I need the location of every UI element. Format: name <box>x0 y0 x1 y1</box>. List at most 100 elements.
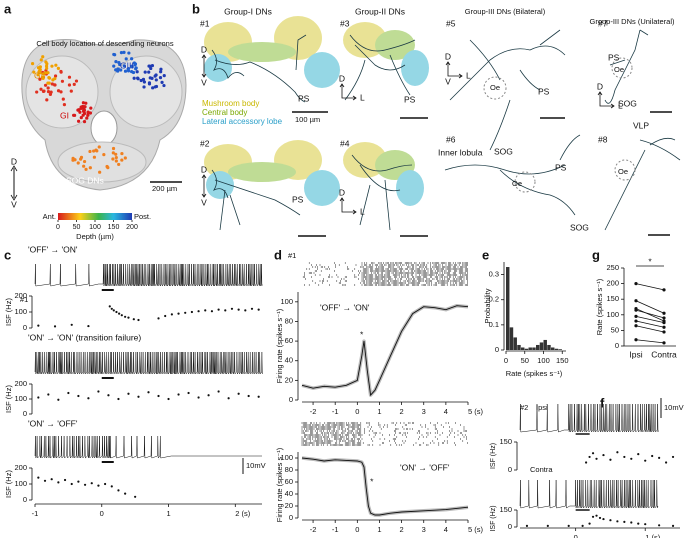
isf-point <box>50 478 53 481</box>
axis-dir: L <box>618 100 623 110</box>
isf-point <box>67 391 70 395</box>
x-tick-label: 3 <box>422 407 426 416</box>
cell-body <box>111 146 116 151</box>
contra-point <box>662 311 666 315</box>
cell-body <box>135 70 139 74</box>
cell-body <box>36 66 41 70</box>
cell-body <box>74 79 79 83</box>
isf-point <box>609 458 612 461</box>
region-label: Oe <box>512 179 522 188</box>
y-tick-label: 40 <box>285 489 293 498</box>
isf-point <box>132 318 135 321</box>
group-label: GIII <box>120 60 134 70</box>
cell-body <box>92 155 96 159</box>
cell-body <box>123 156 127 160</box>
cell-body <box>88 166 92 170</box>
panel-letter: d <box>274 247 282 262</box>
ipsi-point <box>634 338 638 342</box>
isf-point <box>110 485 113 488</box>
hist-bar <box>551 347 555 350</box>
isf-label: ISF (Hz) <box>490 505 497 531</box>
isf-point <box>97 390 100 393</box>
cell-body <box>41 55 45 59</box>
x-tick-label: -2 <box>310 407 317 416</box>
axis-arrow <box>445 61 463 79</box>
cell-body <box>111 151 115 155</box>
isf-point <box>671 455 675 459</box>
axis-arrow <box>597 91 615 109</box>
neuron-id: #2 <box>520 403 528 412</box>
axis-dir: D <box>445 51 451 61</box>
hist-bar <box>524 348 529 350</box>
axis-dir: D <box>597 81 603 91</box>
cell-body <box>72 113 76 117</box>
isf-point <box>247 394 250 398</box>
panel-a: a Cell body location of descending neuro… <box>4 1 187 241</box>
group-label: GI <box>60 110 69 120</box>
cell-body <box>126 67 130 71</box>
y-tick-label: 0 <box>23 409 27 418</box>
colorbar <box>58 213 132 220</box>
cell-body <box>56 66 60 70</box>
axis-dir: L <box>360 206 365 216</box>
cell-body <box>88 111 93 115</box>
legend-entry: Mushroom body <box>202 99 259 108</box>
significance: * <box>360 329 364 339</box>
cell-body <box>79 106 83 110</box>
isf-point <box>77 480 80 483</box>
isf-point <box>157 394 160 398</box>
y-tick-label: 150 <box>606 294 619 303</box>
rate-line <box>301 457 469 516</box>
x-tick-label: 100 <box>537 356 550 365</box>
isf-point <box>77 394 80 398</box>
cell-body <box>46 71 50 75</box>
axis-dir: V <box>201 77 207 87</box>
cell-body <box>89 106 93 110</box>
neuron-id: #6 <box>446 134 456 144</box>
y-tick-label: 80 <box>285 465 293 474</box>
isf-point <box>90 482 93 485</box>
cell-body <box>46 90 51 94</box>
isf-point <box>567 524 570 527</box>
isf-point <box>37 476 40 479</box>
voltage-trace <box>34 263 263 287</box>
isf-point <box>117 397 120 401</box>
cell-body <box>67 75 72 79</box>
group-title: Group-III DNs (Unilateral) <box>589 17 675 26</box>
scale-label: 100 µm <box>295 115 320 124</box>
cell-body <box>133 63 137 67</box>
isf-point <box>250 307 254 310</box>
row-title: 'ON' → 'OFF' <box>28 418 78 428</box>
isf-point <box>118 312 121 315</box>
cell-body <box>120 151 124 156</box>
cell-body <box>159 70 163 74</box>
cell-body <box>123 69 128 73</box>
panel-letter: c <box>4 247 11 262</box>
isf-point <box>584 461 588 464</box>
pair-line <box>635 315 665 323</box>
y-tick-label: 200 <box>14 379 27 388</box>
neuron-id: #1 <box>288 251 296 260</box>
isf-point <box>177 393 180 396</box>
cell-body <box>88 149 92 154</box>
isf-point <box>124 492 127 495</box>
region-label: Oe <box>490 83 500 92</box>
y-tick-label: 0 <box>23 323 27 332</box>
ipsi-point <box>634 314 638 318</box>
y-tick-label: 60 <box>285 336 293 345</box>
cell-body <box>122 64 126 68</box>
x-axis-label: Rate (spikes s⁻¹) <box>506 369 563 378</box>
isf-point <box>207 394 210 397</box>
plot-title: 'OFF' → 'ON' <box>320 302 370 312</box>
x-tick-label: 0 <box>574 533 578 538</box>
y-tick-label: 0 <box>615 341 619 350</box>
isf-point <box>210 310 214 313</box>
cell-body <box>45 98 49 102</box>
hist-bar <box>536 344 540 350</box>
axis-dir: V <box>445 76 451 86</box>
y-tick-label: 150 <box>499 505 512 514</box>
x-tick-label: 1 <box>166 509 170 518</box>
region-label: PS <box>538 86 550 96</box>
isf-point <box>87 397 90 400</box>
y-tick-label: 0 <box>508 522 512 531</box>
